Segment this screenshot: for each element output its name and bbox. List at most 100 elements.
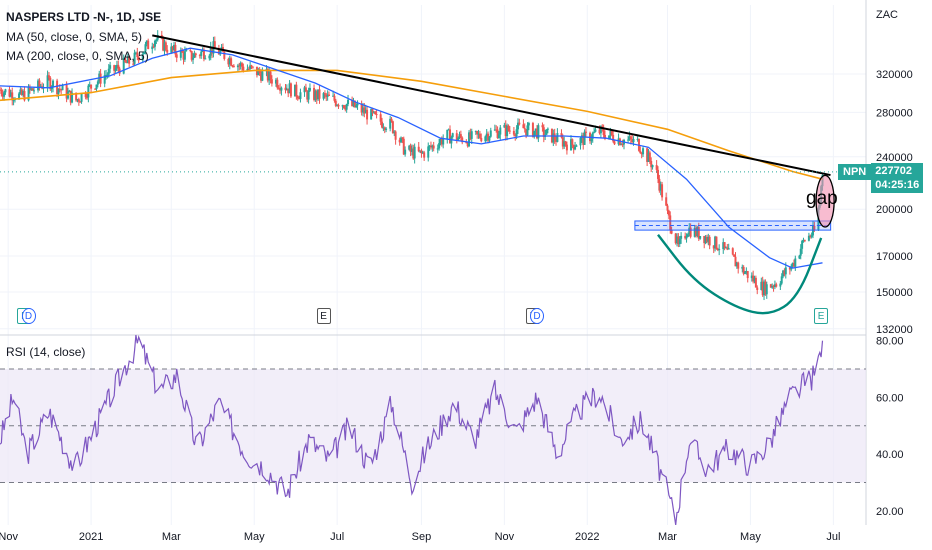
price-tick-label: 200000 (876, 204, 913, 216)
candle-body (518, 122, 521, 125)
candle-body (542, 127, 545, 137)
time-tick-label: Nov (495, 531, 515, 543)
candle-body (788, 267, 791, 270)
candle-body (46, 75, 49, 88)
candle-body (484, 136, 487, 142)
candle-body (650, 160, 653, 168)
candle-body (261, 71, 264, 81)
candle-body (613, 141, 616, 145)
candle-body (448, 129, 451, 144)
candle-body (38, 80, 41, 87)
candle-body (579, 137, 582, 146)
ma200-line (0, 69, 823, 180)
candle-body (356, 103, 359, 106)
candle-body (571, 139, 574, 145)
candle-body (429, 145, 432, 148)
candle-body (379, 114, 382, 122)
candle-body (421, 152, 424, 154)
candle-body (746, 271, 749, 279)
candle-body (583, 131, 586, 145)
candle-body (677, 236, 680, 245)
candle-body (68, 90, 71, 93)
candle-body (525, 129, 528, 136)
candle-body (741, 266, 744, 269)
candle-body (141, 53, 144, 61)
candle-body (678, 238, 681, 245)
last-price: 227702 (875, 165, 912, 177)
candle-body (485, 133, 488, 137)
candle-body (323, 93, 326, 95)
candle-body (56, 80, 59, 95)
candle-body (31, 88, 34, 91)
candle-body (527, 123, 530, 126)
candle-body (427, 146, 430, 158)
candle-body (345, 104, 348, 110)
candle-body (442, 139, 445, 145)
rsi-pane[interactable] (0, 334, 866, 525)
candle-body (230, 58, 233, 66)
rsi-tick-label: 20.00 (876, 506, 904, 518)
candle-body (355, 105, 358, 108)
candle-body (659, 184, 662, 191)
candle-body (734, 256, 737, 267)
event-marker-dividend[interactable]: D (530, 308, 544, 324)
candle-body (50, 87, 53, 90)
candle-body (105, 74, 108, 76)
event-marker-earnings[interactable]: E (814, 308, 829, 324)
ma50-line (0, 47, 823, 269)
candle-body (238, 65, 241, 67)
candle-body (306, 91, 309, 100)
candle-body (428, 145, 431, 147)
candle-body (57, 88, 60, 95)
candle-body (192, 57, 195, 60)
time-tick-label: Nov (0, 531, 18, 543)
candle-body (381, 121, 384, 128)
rsi-line (0, 334, 824, 525)
event-marker-other[interactable]: E (316, 308, 331, 324)
candle-body (798, 255, 801, 259)
price-tick-label: 170000 (876, 251, 913, 263)
candle-body (480, 137, 483, 142)
candle-body (402, 138, 405, 155)
candle-body (802, 240, 805, 242)
price-pane[interactable] (0, 30, 866, 315)
candle-body (495, 129, 498, 131)
candle-body (446, 129, 449, 140)
candle-body (432, 145, 435, 149)
event-marker-dividend[interactable]: D (21, 308, 36, 324)
candle-body (680, 235, 683, 239)
candle-body (669, 215, 672, 230)
candle-body (370, 109, 373, 120)
ma50-legend[interactable]: MA (50, close, 0, SMA, 5) (6, 30, 143, 44)
candle-body (211, 46, 214, 54)
candle-body (451, 133, 454, 138)
candle-body (162, 37, 165, 51)
candle-body (461, 137, 464, 143)
candle-body (564, 141, 567, 145)
ma200-legend[interactable]: MA (200, close, 0, SMA, 5) (6, 49, 149, 63)
candle-body (317, 89, 320, 100)
candle-body (458, 134, 461, 138)
candle-body (182, 52, 185, 60)
candle-body (438, 143, 441, 149)
candle-body (689, 227, 692, 237)
candle-body (703, 236, 706, 244)
candle-body (47, 75, 50, 78)
candle-body (351, 99, 354, 106)
candle-body (18, 93, 21, 100)
candle-body (314, 91, 317, 100)
candle-body (288, 83, 291, 94)
cup-curve (657, 234, 823, 315)
candle-body (398, 139, 401, 143)
candle-body (628, 136, 631, 140)
candle-body (208, 55, 211, 59)
candle-body (299, 92, 302, 99)
candle-body (363, 107, 366, 114)
candle-body (474, 131, 477, 133)
candle-body (516, 122, 519, 130)
candle-body (200, 51, 203, 56)
candle-body (756, 287, 759, 291)
candle-body (436, 148, 439, 150)
rsi-legend[interactable]: RSI (14, close) (6, 345, 86, 359)
